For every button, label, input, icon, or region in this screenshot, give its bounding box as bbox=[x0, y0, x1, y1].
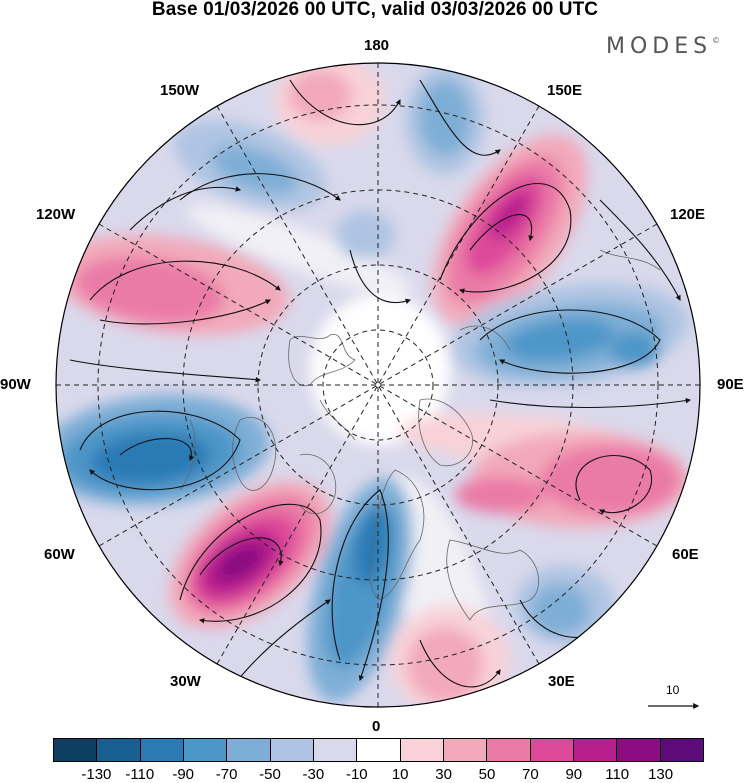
colorbar-tick-label: 10 bbox=[391, 766, 409, 783]
colorbar-tick-label: -50 bbox=[259, 766, 281, 783]
colorbar-cell bbox=[530, 739, 574, 761]
lon-label-30w: 30W bbox=[170, 673, 201, 690]
colorbar-tick-label: -110 bbox=[125, 766, 155, 783]
colorbar-cell bbox=[400, 739, 444, 761]
colorbar-cell bbox=[357, 739, 401, 761]
colorbar-tick-label: -10 bbox=[345, 766, 368, 783]
colorbar-tick-label: 90 bbox=[565, 766, 583, 783]
colorbar-cell bbox=[97, 739, 141, 761]
colorbar-cell bbox=[573, 739, 618, 761]
lon-label-60w: 60W bbox=[44, 546, 75, 563]
colorbar-tick-label: -90 bbox=[172, 766, 195, 783]
colorbar-tick-label: 110 bbox=[605, 766, 630, 783]
brand-mark: © bbox=[712, 36, 721, 45]
brand-logo: MODES© bbox=[606, 34, 720, 59]
lon-label-90e: 90E bbox=[717, 376, 744, 393]
colorbar-cell bbox=[313, 739, 358, 761]
coastlines bbox=[179, 249, 661, 621]
colorbar-cell bbox=[270, 739, 314, 761]
colorbar bbox=[53, 738, 704, 762]
anomaly-field bbox=[56, 63, 690, 707]
colorbar-cell bbox=[183, 739, 228, 761]
colorbar-cell bbox=[443, 739, 488, 761]
lon-label-150w: 150W bbox=[160, 82, 200, 99]
lon-label-120e: 120E bbox=[670, 206, 706, 223]
lon-label-0: 0 bbox=[372, 718, 381, 735]
lon-label-120w: 120W bbox=[36, 206, 76, 223]
reference-vector-label: 10 bbox=[666, 683, 680, 697]
lon-label-90w: 90W bbox=[0, 376, 31, 393]
colorbar-cell bbox=[617, 739, 661, 761]
lon-label-150e: 150E bbox=[547, 82, 583, 99]
brand-text: MODES bbox=[606, 34, 713, 59]
map-title: Base 01/03/2026 00 UTC, valid 03/03/2026… bbox=[151, 0, 599, 20]
colorbar-tick-label: 130 bbox=[648, 766, 674, 783]
colorbar-tick-label: -70 bbox=[215, 766, 238, 783]
colorbar-tick-label: 70 bbox=[522, 766, 539, 783]
colorbar-cell bbox=[54, 739, 98, 761]
graticule bbox=[56, 63, 700, 707]
colorbar-cell bbox=[227, 739, 271, 761]
colorbar-cell bbox=[660, 739, 703, 761]
colorbar-tick-label: 50 bbox=[478, 766, 496, 783]
colorbar-tick-label: -30 bbox=[302, 766, 325, 783]
colorbar-tick-label: -130 bbox=[81, 766, 112, 783]
colorbar-cell bbox=[140, 739, 184, 761]
colorbar-cell bbox=[487, 739, 531, 761]
lon-label-60e: 60E bbox=[672, 546, 699, 563]
lon-label-180: 180 bbox=[364, 37, 390, 54]
colorbar-tick-label: 30 bbox=[435, 766, 452, 783]
lon-label-30e: 30E bbox=[548, 673, 575, 690]
